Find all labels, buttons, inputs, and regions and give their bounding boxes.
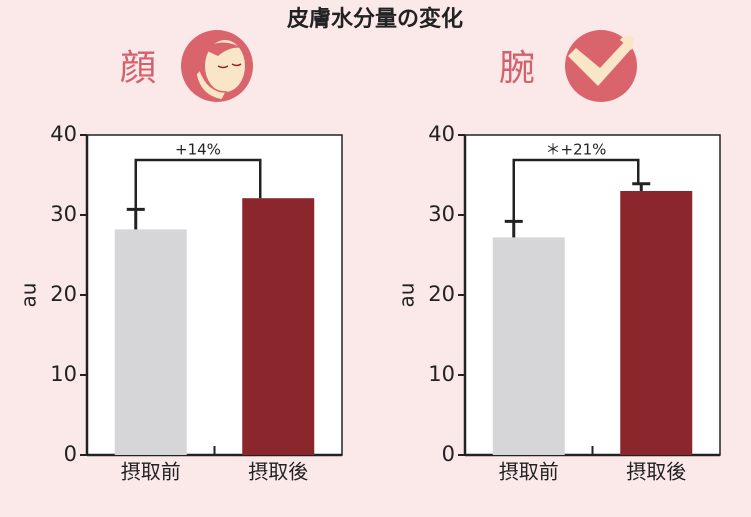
arm-icon [565,30,637,102]
y-axis-label: au [395,283,419,308]
annotation: ＊+21% [546,141,607,159]
subtitle: 顔 [120,48,156,89]
y-tick-label: 40 [50,122,77,146]
y-tick-label: 0 [64,442,77,466]
subtitle: 腕 [499,48,535,89]
bar [242,198,315,455]
x-tick-label: 摂取後 [626,460,686,484]
y-tick-label: 20 [428,282,455,306]
significance-bracket [512,158,640,222]
error-bar [632,182,651,191]
y-tick-label: 20 [50,282,77,306]
x-tick-label: 摂取前 [121,460,181,484]
bar [620,191,693,455]
significance-bracket [134,158,262,210]
chart-title: 皮膚水分量の変化 [287,6,463,32]
y-tick-label: 40 [428,122,455,146]
x-tick-label: 摂取前 [499,460,559,484]
x-tick-label: 摂取後 [248,460,308,484]
y-axis-label: au [17,283,41,308]
face-icon [181,30,253,102]
y-tick-label: 10 [50,362,77,386]
y-tick-label: 30 [50,202,77,226]
y-tick-label: 10 [428,362,455,386]
y-tick-label: 30 [428,202,455,226]
annotation: +14% [175,141,221,159]
bar [114,229,187,455]
y-tick-label: 0 [442,442,455,466]
bar [492,237,565,455]
